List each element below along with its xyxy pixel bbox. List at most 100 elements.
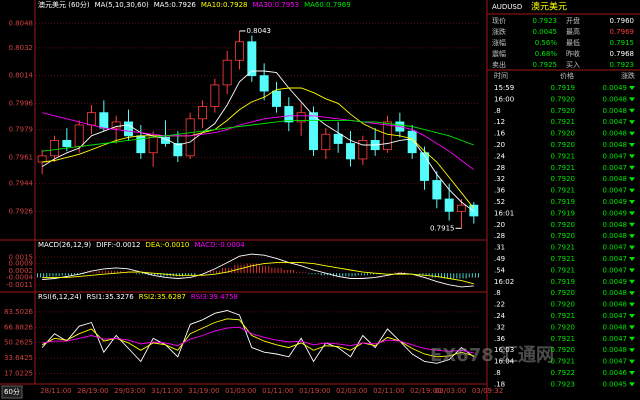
candle-body	[37, 155, 47, 163]
legend-entry: DEA:-0.0010	[146, 241, 190, 249]
tick-price: 0.7920	[551, 232, 576, 240]
panel-title: MACD(26,12,9)	[38, 241, 91, 249]
down-arrow	[629, 348, 635, 353]
tick-price: 0.7921	[551, 335, 576, 343]
tick-time: .28	[494, 164, 505, 172]
tick-time: .12	[494, 118, 505, 126]
tick-price: 0.7922	[551, 369, 576, 377]
candle-body	[309, 112, 318, 151]
tick-time: 16:02	[494, 278, 514, 286]
tick-time: 16:00	[494, 95, 514, 103]
tick-header: 价格	[560, 71, 574, 80]
tick-price: 0.7921	[551, 164, 576, 172]
candle-body	[259, 75, 269, 92]
quote-label: 涨幅	[492, 38, 506, 47]
tick-change: 0.0049	[603, 84, 628, 92]
candle-body	[444, 198, 454, 212]
tick-change: 0.0047	[603, 187, 628, 195]
y-tick-label: 66.8826	[4, 323, 33, 331]
tick-change: 0.0049	[603, 278, 628, 286]
quote-value: 0.7925	[533, 61, 558, 69]
down-arrow	[629, 257, 635, 261]
y-tick-label: 0.7926	[9, 207, 34, 215]
tick-change: 0.0045	[603, 380, 628, 388]
tick-time: .8	[494, 107, 501, 115]
quote-label: 买入	[566, 61, 580, 69]
tick-time: .32	[494, 175, 505, 183]
down-arrow	[629, 131, 635, 136]
candle-body	[99, 112, 109, 129]
tick-time: .54	[494, 266, 506, 274]
tick-change: 0.0047	[603, 266, 628, 274]
down-arrow	[629, 245, 635, 250]
candle-body	[185, 118, 195, 157]
indicator-line	[42, 326, 474, 354]
down-arrow	[629, 120, 635, 125]
down-arrow	[629, 325, 635, 330]
x-tick-label: 01/03:00	[225, 387, 256, 395]
tick-price: 0.7921	[551, 187, 576, 195]
period-button[interactable]	[1, 385, 23, 399]
tick-time: .16	[494, 130, 506, 138]
tick-change: 0.0047	[603, 118, 628, 126]
tick-change: 0.0048	[603, 301, 628, 309]
indicator-line	[41, 70, 475, 212]
tick-change: 0.0047	[603, 152, 628, 160]
tick-price: 0.7919	[551, 198, 576, 206]
tick-time: .20	[494, 221, 505, 229]
tick-change: 0.0047	[603, 244, 628, 252]
down-arrow	[629, 143, 635, 147]
tick-time: .8	[494, 369, 501, 377]
candle-body	[457, 204, 466, 212]
tick-time: .36	[494, 187, 506, 195]
candle-body	[358, 140, 368, 160]
legend-entry: RSI1:35.3276	[87, 293, 135, 301]
tick-change: 0.0048	[603, 130, 628, 138]
symbol-name: 澳元美元	[531, 1, 567, 13]
tick-header: 时间	[494, 71, 508, 80]
tick-time: .49	[494, 255, 505, 263]
legend-entry: RSI2:35.6287	[139, 293, 186, 301]
tick-change: 0.0048	[603, 289, 628, 297]
tick-time: .24	[494, 312, 506, 320]
candle-body	[62, 140, 72, 147]
quote-value: 0.7915	[610, 39, 635, 47]
y-tick-label: 83.5026	[4, 308, 33, 316]
candle-body	[235, 41, 244, 61]
candle-body	[284, 106, 294, 123]
y-tick-label: 0.0015	[9, 253, 34, 261]
tick-change: 0.0047	[603, 335, 628, 343]
x-tick-label: 31/11:00	[151, 387, 182, 395]
candle-body	[173, 143, 183, 157]
tick-change: 0.0049	[603, 198, 628, 206]
quote-value: 0.7923	[610, 61, 635, 69]
tick-change: 0.0048	[603, 95, 628, 103]
indicator-line	[42, 112, 475, 171]
candle-body	[420, 152, 429, 181]
tick-time: 16:04	[494, 358, 515, 366]
tick-price: 0.7920	[551, 95, 576, 103]
tick-price: 0.7921	[551, 152, 576, 160]
tick-change: 0.0047	[603, 358, 628, 366]
tick-price: 0.7923	[551, 380, 576, 388]
legend-entry: MA10:0.7928	[201, 1, 248, 9]
tick-price: 0.7920	[551, 346, 576, 354]
tick-change: 0.0048	[603, 346, 628, 354]
tick-time: .28	[494, 232, 505, 240]
tick-change: 0.0048	[603, 221, 628, 229]
down-arrow	[629, 314, 635, 318]
candle-body	[247, 41, 257, 77]
y-tick-label: 50.2625	[4, 339, 33, 347]
down-arrow	[629, 268, 635, 273]
down-arrow	[629, 291, 635, 296]
tick-change: 0.0046	[603, 369, 628, 377]
tick-price: 0.7920	[551, 221, 576, 229]
candle-body	[198, 106, 207, 120]
quote-value: 0.7923	[533, 17, 558, 25]
down-arrow	[629, 200, 635, 204]
tick-change: 0.0049	[603, 209, 628, 217]
legend-entry: DIFF:-0.0012	[96, 241, 140, 249]
quote-value: 0.68%	[535, 50, 558, 58]
legend-entry: MA5:0.7926	[154, 1, 197, 9]
quote-label: 涨跌	[492, 27, 506, 36]
